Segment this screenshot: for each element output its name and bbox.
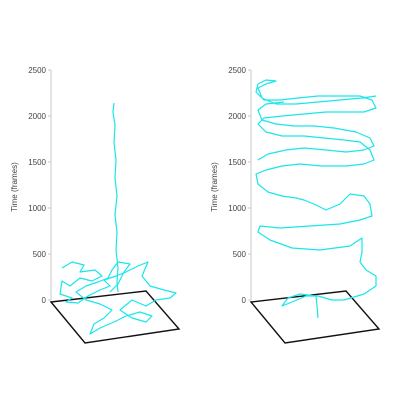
z-tick-label: 500 [233,250,247,259]
z-ticks-right: 0 500 1000 1500 2000 2500 [228,66,251,305]
trajectory-left [59,102,177,335]
floor-left [49,290,181,344]
z-tick-label: 1500 [28,158,46,167]
panel-right: 0 500 1000 1500 2000 2500 Time (frames) [210,66,381,344]
z-ticks-left: 0 500 1000 1500 2000 2500 [28,66,51,305]
trajectory-right-extra-lap [257,101,375,161]
z-tick-label: 2500 [28,66,46,75]
z-tick-label: 0 [242,296,247,305]
trajectory-right [255,79,377,319]
trajectory-left-vertical [112,102,119,293]
z-tick-label: 2000 [28,112,46,121]
z-tick-label: 2000 [228,112,246,121]
panel-left: 0 500 1000 1500 2000 2500 Time (frames) [10,66,181,344]
z-tick-label: 500 [33,250,47,259]
z-tick-label: 1000 [28,204,46,213]
trajectory-right-laps [255,79,377,319]
floor-right [249,290,381,344]
z-tick-label: 1000 [228,204,246,213]
z-axis-label-left: Time (frames) [10,162,19,212]
z-tick-label: 0 [42,296,47,305]
z-tick-label: 1500 [228,158,246,167]
z-axis-label-right: Time (frames) [210,162,219,212]
z-tick-label: 2500 [228,66,246,75]
trajectory-left-floor [59,261,177,335]
